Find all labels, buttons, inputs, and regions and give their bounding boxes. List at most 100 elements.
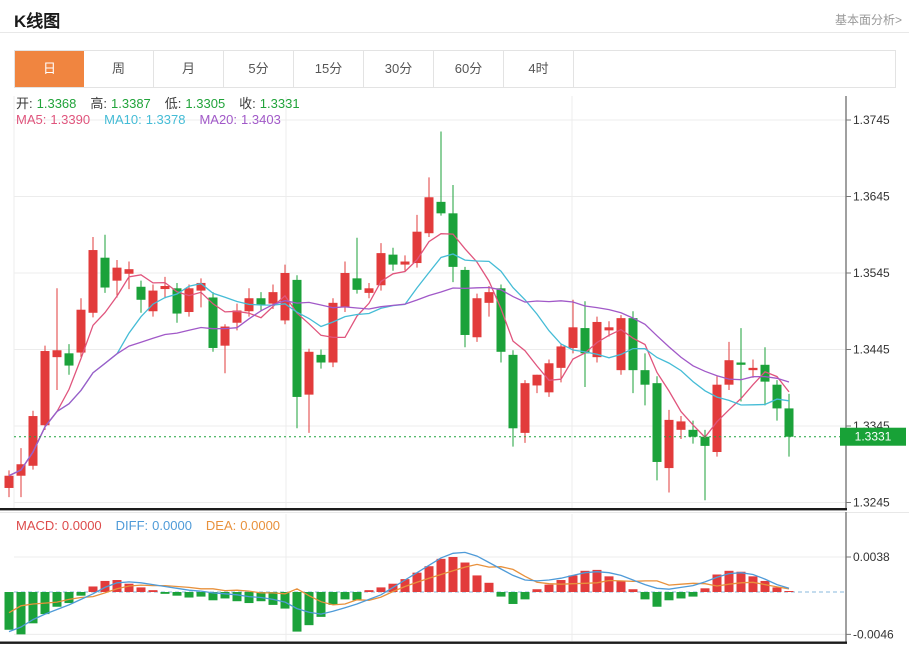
- macd-bar: [784, 591, 794, 592]
- candle: [532, 374, 542, 386]
- candle: [712, 384, 722, 453]
- ma20-line: [8, 286, 790, 477]
- candle: [328, 302, 338, 363]
- legend-value: 0.0000: [240, 518, 281, 533]
- tab-week[interactable]: 周: [84, 51, 154, 87]
- macd-bar: [724, 570, 734, 592]
- candle: [232, 310, 242, 323]
- legend-value: 1.3331: [259, 96, 300, 111]
- macd-bar: [508, 592, 518, 604]
- panel-bottom-border: [0, 508, 847, 511]
- macd-bar: [436, 558, 446, 592]
- macd-bar: [352, 592, 362, 601]
- tab-4hour[interactable]: 4时: [504, 51, 574, 87]
- candle: [700, 436, 710, 446]
- macd-bar: [160, 592, 170, 594]
- macd-bar: [496, 592, 506, 597]
- period-tabs: 日周月 5分 15分 30分 60分 4时: [14, 50, 896, 88]
- candle: [376, 253, 386, 286]
- candle: [772, 384, 782, 409]
- page-title: K线图: [14, 12, 61, 31]
- macd-bar: [232, 592, 242, 602]
- candle: [568, 327, 578, 348]
- tab-5min[interactable]: 5分: [224, 51, 294, 87]
- candle: [724, 360, 734, 385]
- tab-15min[interactable]: 15分: [294, 51, 364, 87]
- macd-bar: [340, 592, 350, 600]
- legend-label: 高:: [90, 96, 108, 111]
- legend-label: MA20:: [199, 112, 238, 127]
- macd-bar: [640, 592, 650, 600]
- macd-bar: [148, 590, 158, 592]
- legend-label: MA5:: [16, 112, 47, 127]
- tab-60min[interactable]: 60分: [434, 51, 504, 87]
- candle: [172, 288, 182, 314]
- candle: [496, 288, 506, 352]
- candle: [664, 419, 674, 469]
- legend-value: 0.0000: [152, 518, 192, 533]
- y-tick-label: 1.3645: [853, 190, 890, 204]
- macd-bar: [28, 592, 38, 624]
- candle: [484, 292, 494, 303]
- ma-legend: MA5: 1.3390 MA10: 1.3378 MA20: 1.3403: [16, 112, 295, 127]
- macd-bar: [4, 592, 14, 630]
- candle: [364, 288, 374, 293]
- macd-bar: [700, 588, 710, 592]
- candle: [124, 269, 134, 274]
- macd-bar: [136, 587, 146, 592]
- candle: [136, 286, 146, 300]
- candle: [184, 288, 194, 313]
- macd-bar: [316, 592, 326, 617]
- macd-bar: [124, 583, 134, 592]
- macd-bar: [736, 571, 746, 592]
- candle: [544, 363, 554, 393]
- legend-value: 1.3305: [185, 96, 226, 111]
- macd-chart[interactable]: 0.0038 -0.0046: [0, 512, 909, 647]
- macd-bar: [364, 590, 374, 592]
- candlestick-chart[interactable]: 1.37451.36451.35451.34451.33451.32451.33…: [0, 88, 909, 512]
- legend-value: 1.3387: [111, 96, 151, 111]
- macd-bar: [748, 576, 758, 592]
- macd-bar: [592, 569, 602, 592]
- candle: [580, 328, 590, 354]
- legend-label: 低:: [164, 96, 182, 111]
- macd-bar: [76, 592, 86, 596]
- y-tick-label: 1.3745: [853, 113, 890, 127]
- candle: [268, 292, 278, 304]
- macd-bar: [424, 566, 434, 592]
- macd-bar: [484, 582, 494, 592]
- candle: [604, 327, 614, 331]
- candle: [304, 351, 314, 395]
- tab-month[interactable]: 月: [154, 51, 224, 87]
- legend-label: DEA:: [205, 518, 237, 533]
- candle: [256, 298, 266, 306]
- current-price-tag: [840, 427, 906, 446]
- tab-day[interactable]: 日: [15, 51, 84, 87]
- candle: [616, 318, 626, 371]
- macd-bar: [304, 592, 314, 626]
- macd-bar: [472, 575, 482, 592]
- macd-bar: [400, 579, 410, 592]
- y-tick-label: 1.3545: [853, 266, 890, 280]
- macd-bar: [712, 574, 722, 592]
- candle: [160, 286, 170, 290]
- candle: [292, 279, 302, 397]
- legend-value: 0.0000: [61, 518, 102, 533]
- fundamental-analysis-link[interactable]: 基本面分析>: [834, 13, 902, 27]
- macd-bar: [460, 562, 470, 592]
- tab-30min[interactable]: 30分: [364, 51, 434, 87]
- macd-bar: [268, 592, 278, 605]
- macd-bar: [172, 592, 182, 596]
- candle: [676, 421, 686, 430]
- macd-bar: [184, 592, 194, 598]
- candle: [424, 197, 434, 234]
- macd-bar: [112, 580, 122, 592]
- macd-bar: [688, 592, 698, 597]
- candle: [556, 346, 566, 368]
- candle: [316, 354, 326, 363]
- macd-bar: [16, 592, 26, 635]
- legend-label: MA10:: [104, 112, 142, 127]
- candle: [508, 354, 518, 429]
- candle: [112, 267, 122, 281]
- candle: [220, 326, 230, 346]
